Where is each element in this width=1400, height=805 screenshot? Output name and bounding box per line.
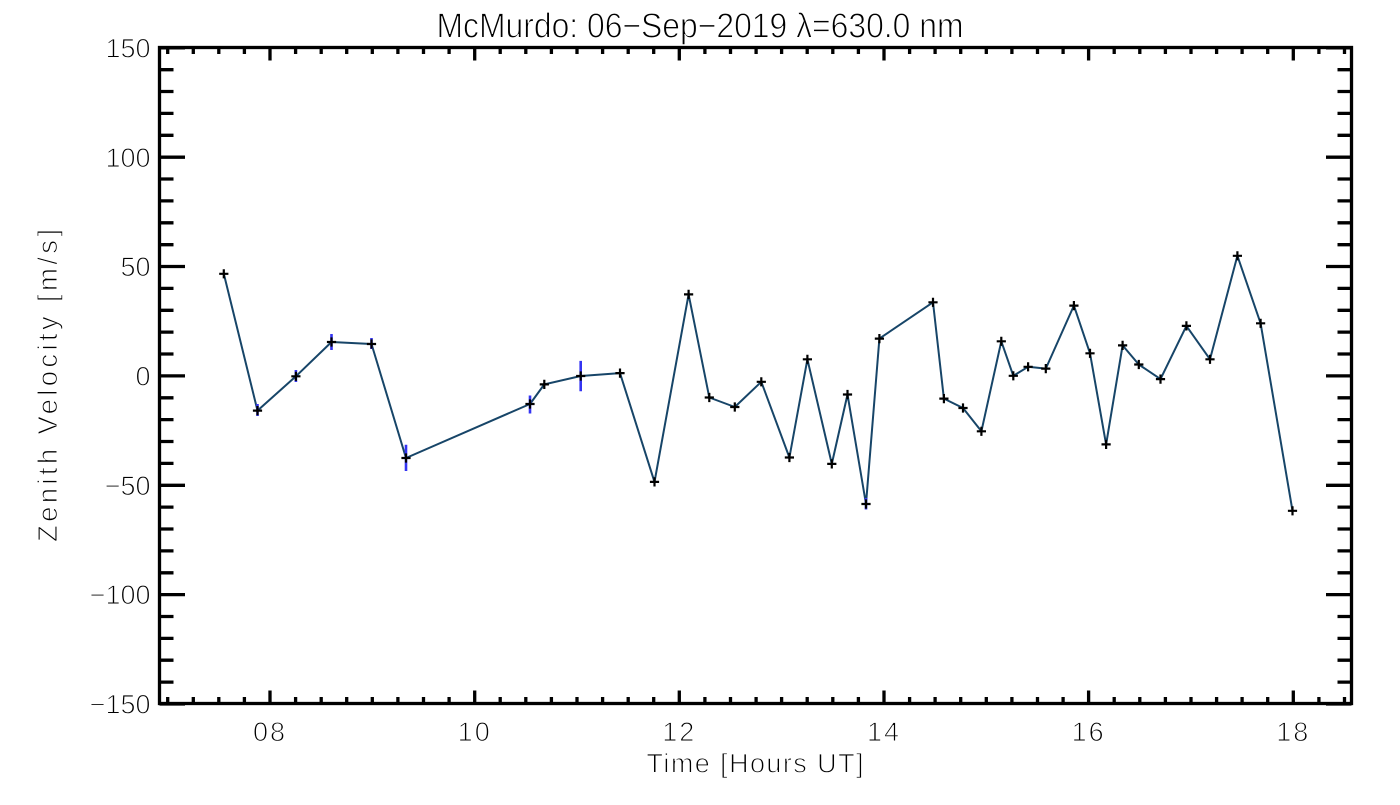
svg-text:08: 08 [253,717,287,747]
svg-text:McMurdo: 06−Sep−2019 λ=630.0 n: McMurdo: 06−Sep−2019 λ=630.0 nm [437,7,964,46]
svg-text:18: 18 [1276,717,1310,747]
svg-text:150: 150 [105,33,150,63]
svg-text:Time [Hours UT]: Time [Hours UT] [647,749,864,779]
svg-text:50: 50 [120,252,150,282]
svg-text:−50: −50 [105,471,151,501]
svg-text:12: 12 [662,717,696,747]
svg-text:14: 14 [867,717,901,747]
svg-text:16: 16 [1072,717,1106,747]
svg-text:−150: −150 [90,690,151,720]
svg-text:100: 100 [105,143,150,173]
svg-text:Zenith Velocity [m/s]: Zenith Velocity [m/s] [32,229,63,542]
svg-text:10: 10 [458,717,492,747]
svg-text:−100: −100 [90,580,151,610]
svg-text:0: 0 [135,362,150,392]
